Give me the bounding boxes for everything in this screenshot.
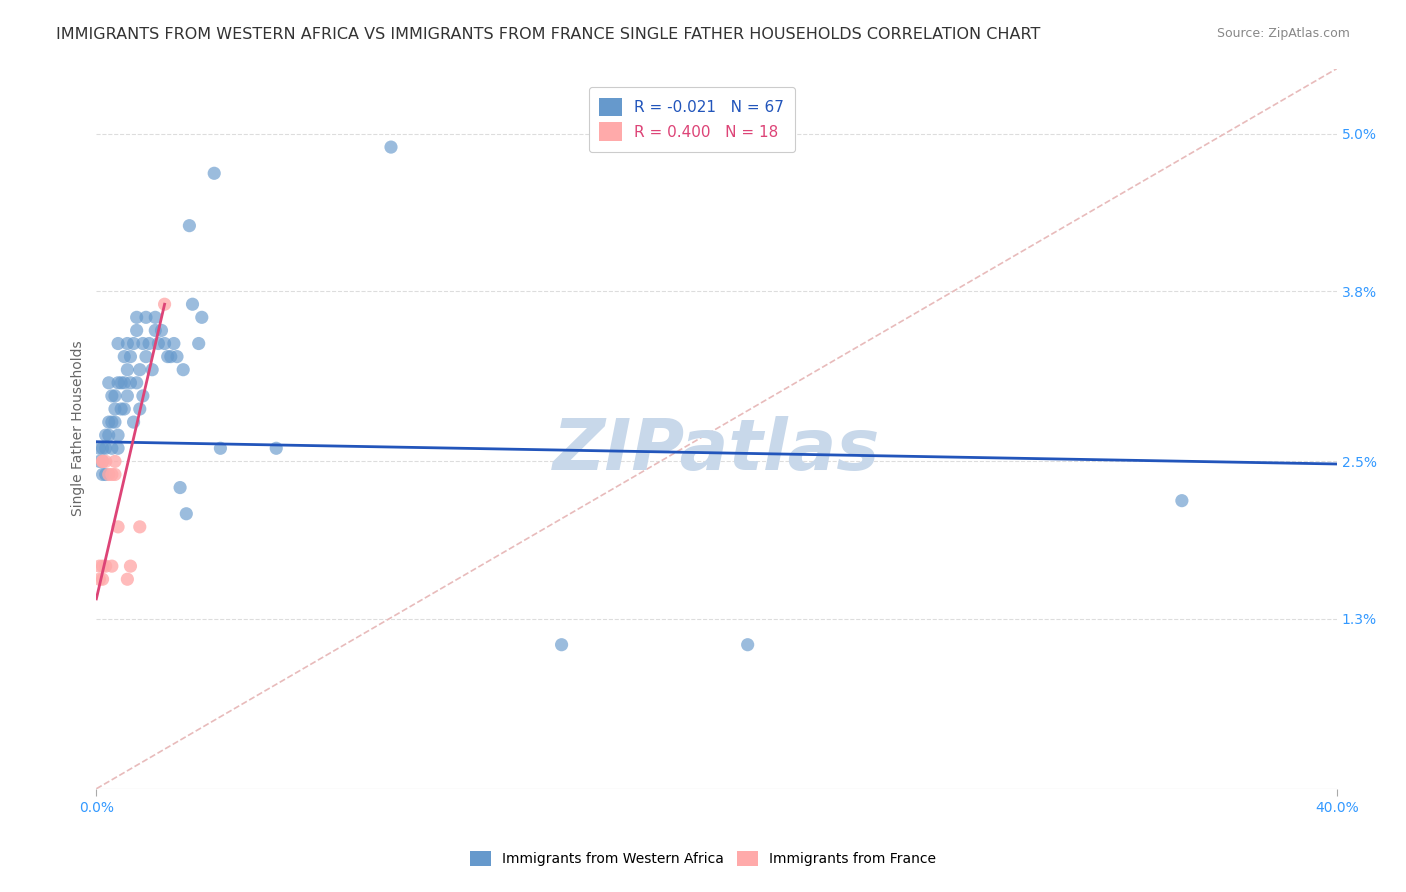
Point [120,559,142,574]
Point [91,467,114,482]
Point [112,402,135,417]
Text: Source: ZipAtlas.com: Source: ZipAtlas.com [1216,27,1350,40]
Text: ZIPatlas: ZIPatlas [553,416,880,484]
Point [104,467,127,482]
Point [166,350,188,364]
Point [156,350,179,364]
Point [159,350,181,364]
Point [150,323,173,337]
Point [89,572,111,586]
Point [112,350,135,364]
Point [101,442,124,456]
Point [104,389,127,403]
Point [132,389,155,403]
Point [94,428,117,442]
Point [120,350,142,364]
Point [174,507,197,521]
Point [163,336,186,351]
Point [94,467,117,482]
Point [97,376,120,390]
Point [117,572,139,586]
Legend: Immigrants from Western Africa, Immigrants from France: Immigrants from Western Africa, Immigran… [464,846,942,871]
Point [89,454,111,468]
Point [117,362,139,376]
Point [135,310,157,325]
Point [135,350,157,364]
Point [104,402,127,417]
Y-axis label: Single Father Households: Single Father Households [72,341,86,516]
Point [380,140,402,154]
Point [141,362,163,376]
Point [264,442,287,456]
Point [91,454,114,468]
Point [191,310,214,325]
Point [125,310,148,325]
Point [187,336,209,351]
Point [125,323,148,337]
Point [120,376,142,390]
Point [91,442,114,456]
Text: IMMIGRANTS FROM WESTERN AFRICA VS IMMIGRANTS FROM FRANCE SINGLE FATHER HOUSEHOLD: IMMIGRANTS FROM WESTERN AFRICA VS IMMIGR… [56,27,1040,42]
Point [117,336,139,351]
Point [104,415,127,429]
Point [117,389,139,403]
Point [153,297,176,311]
Point [107,376,129,390]
Point [94,442,117,456]
Point [169,481,191,495]
Point [209,442,232,456]
Point [179,219,201,233]
Point [143,323,166,337]
Point [91,454,114,468]
Legend: R = -0.021   N = 67, R = 0.400   N = 18: R = -0.021 N = 67, R = 0.400 N = 18 [589,87,794,152]
Point [89,442,111,456]
Point [737,638,759,652]
Point [89,559,111,574]
Point [101,559,124,574]
Point [181,297,204,311]
Point [202,166,225,180]
Point [122,415,145,429]
Point [143,310,166,325]
Point [128,402,150,417]
Point [101,389,124,403]
Point [104,454,127,468]
Point [107,428,129,442]
Point [110,402,132,417]
Point [91,572,114,586]
Point [101,467,124,482]
Point [110,376,132,390]
Point [148,336,170,351]
Point [132,336,155,351]
Point [138,336,160,351]
Point [550,638,572,652]
Point [91,454,114,468]
Point [94,454,117,468]
Point [91,559,114,574]
Point [128,362,150,376]
Point [122,336,145,351]
Point [1171,493,1194,508]
Point [97,467,120,482]
Point [172,362,194,376]
Point [97,415,120,429]
Point [107,336,129,351]
Point [112,376,135,390]
Point [128,520,150,534]
Point [97,428,120,442]
Point [153,336,176,351]
Point [101,415,124,429]
Point [107,442,129,456]
Point [94,559,117,574]
Point [107,520,129,534]
Point [125,376,148,390]
